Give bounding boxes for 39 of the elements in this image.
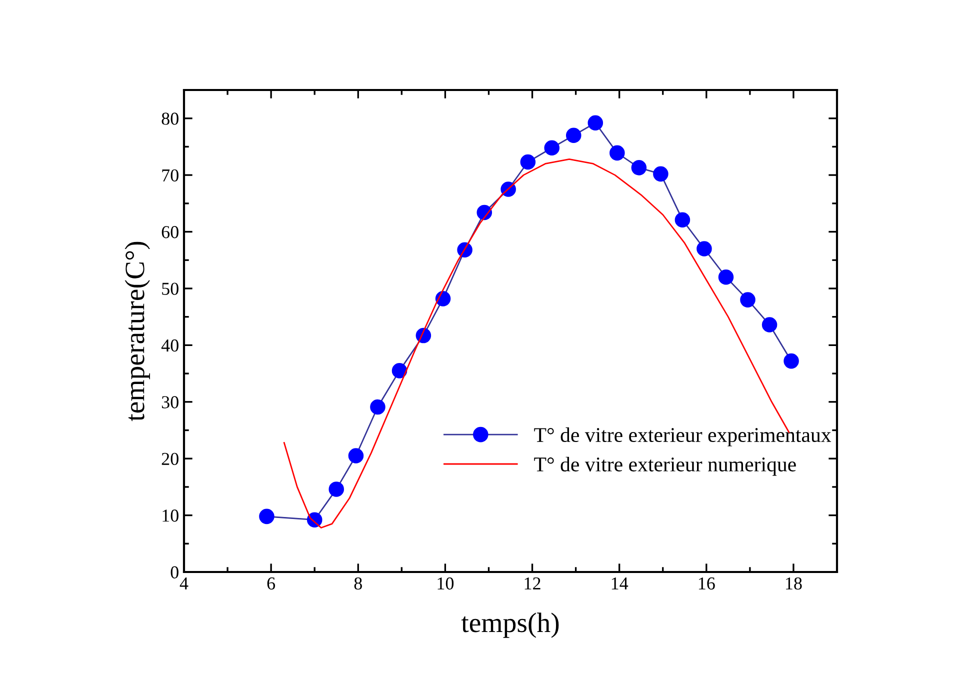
point <box>610 145 625 161</box>
y-tick-label: 60 <box>162 226 178 238</box>
x-tick-label: 14 <box>612 577 628 590</box>
x-tick-label: 12 <box>524 577 540 590</box>
x-tick-label: 4 <box>180 578 188 590</box>
y-tick-label: 40 <box>161 339 178 352</box>
point <box>544 140 560 156</box>
point <box>392 363 408 378</box>
point <box>588 115 604 131</box>
y-tick-label: 10 <box>162 510 178 522</box>
y-tick-label: 80 <box>162 112 178 125</box>
x-axis-title: temps(h) <box>461 612 559 638</box>
y-tick-label: 20 <box>162 452 178 466</box>
x-tick-label: 6 <box>267 577 276 590</box>
y-tick-label: 50 <box>162 282 178 295</box>
y-tick-label: 0 <box>170 566 178 578</box>
y-tick-label: 70 <box>162 169 178 182</box>
point <box>328 482 344 497</box>
x-tick-label: 16 <box>698 577 715 590</box>
y-tick-label: 30 <box>162 396 178 408</box>
point <box>762 317 778 332</box>
legend-label: T° de vitre exterieur experimentaux <box>534 427 832 446</box>
x-tick-label: 8 <box>354 577 362 590</box>
point <box>740 292 756 308</box>
point <box>259 508 274 524</box>
x-tick-label: 18 <box>786 577 802 590</box>
x-tick-label: 10 <box>438 577 454 590</box>
legend-label: T° de vitre exterieur numerique <box>534 456 796 476</box>
point <box>631 160 647 176</box>
point <box>696 241 712 256</box>
point <box>653 166 668 182</box>
point <box>348 448 364 464</box>
point <box>718 269 734 285</box>
point <box>520 154 536 170</box>
point <box>784 353 799 369</box>
point <box>566 128 582 144</box>
point <box>370 399 386 415</box>
y-axis-title: temperature(C°) <box>124 242 150 422</box>
point <box>674 212 690 228</box>
